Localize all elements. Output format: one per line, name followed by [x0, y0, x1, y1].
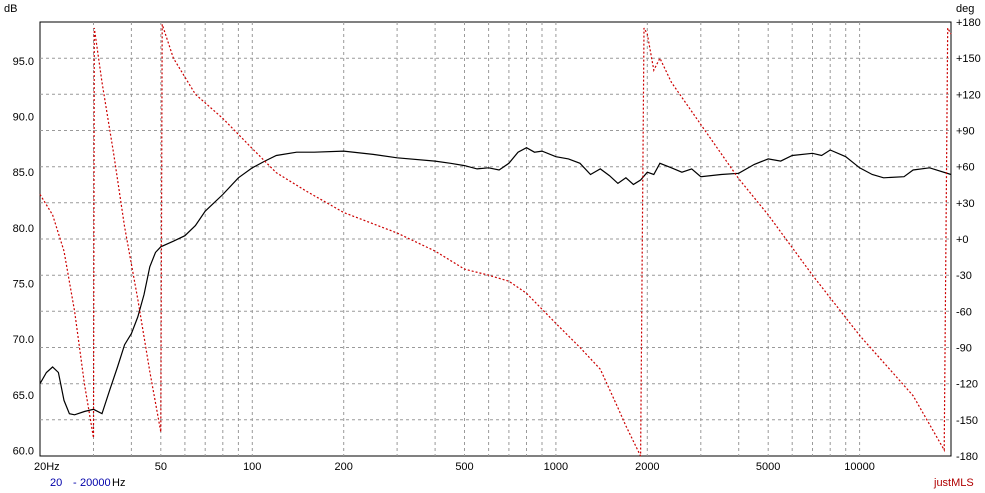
y-left-tick-label: 80.0 [13, 223, 34, 235]
y-right-tick-label: +60 [956, 162, 975, 174]
x-tick-label: 200 [334, 461, 352, 473]
y-left-tick-label: 60.0 [13, 445, 34, 457]
y-right-tick-label: -60 [956, 306, 972, 318]
y-right-tick-label: -150 [956, 415, 978, 427]
y-right-tick-label: -120 [956, 379, 978, 391]
phase-line [39, 24, 952, 457]
axis-labels: dB deg 20Hz 50 100 200 500 1000 2000 5000 10000 6… [4, 3, 981, 473]
x-tick-label: 5000 [756, 461, 780, 473]
x-tick-label: 1000 [544, 461, 568, 473]
y-left-tick-label: 65.0 [13, 390, 34, 402]
y-right-tick-label: +90 [956, 126, 975, 138]
y-right-tick-label: +150 [956, 53, 981, 65]
y-right-tick-label: -90 [956, 343, 972, 355]
x-tick-label: 50 [155, 461, 167, 473]
frequency-range-bar: 20 - 20000 Hz justMLS [0, 476, 985, 493]
brand-label: justMLS [934, 477, 974, 489]
y-left-tick-label: 85.0 [13, 167, 34, 179]
range-start-value[interactable]: 20 [50, 477, 63, 489]
magnitude-line [39, 147, 952, 416]
y-right-unit: deg [956, 3, 974, 15]
y-right-tick-label: +30 [956, 198, 975, 210]
y-right-tick-label: +180 [956, 17, 981, 29]
y-right-tick-label: -180 [956, 451, 978, 463]
x-tick-label: 10000 [844, 461, 875, 473]
series-layer [39, 24, 952, 457]
y-left-tick-label: 70.0 [13, 334, 34, 346]
x-tick-label: 500 [455, 461, 473, 473]
y-left-unit: dB [4, 3, 17, 15]
y-left-tick-label: 90.0 [13, 112, 34, 124]
y-right-tick-label: -30 [956, 270, 972, 282]
range-unit: Hz [112, 477, 126, 489]
y-right-tick-label: +0 [956, 234, 969, 246]
range-separator: - [73, 477, 77, 489]
x-tick-label: 100 [243, 461, 261, 473]
y-right-tick-label: +120 [956, 89, 981, 101]
y-left-tick-label: 75.0 [13, 279, 34, 291]
x-tick-label: 2000 [635, 461, 659, 473]
range-end-value[interactable]: 20000 [80, 477, 111, 489]
x-tick-label: 20Hz [34, 461, 60, 473]
y-left-tick-label: 95.0 [13, 56, 34, 68]
